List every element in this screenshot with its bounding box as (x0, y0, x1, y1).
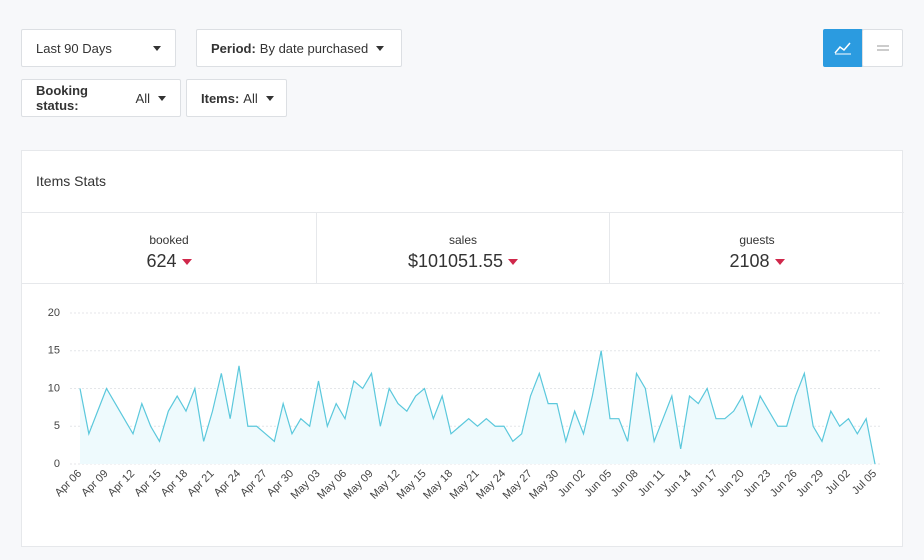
down-arrow (508, 259, 519, 266)
period-dropdown[interactable]: Period: By date purchased (196, 29, 402, 67)
booking-value: All (135, 90, 150, 106)
items-value: All (243, 90, 258, 106)
x-tick-label: Apr 21 (185, 468, 216, 499)
items-dropdown[interactable]: Items: All (186, 79, 287, 117)
x-tick-label: Jul 02 (823, 468, 852, 497)
booking-label: Booking status: (36, 83, 88, 113)
x-tick-label: Jun 26 (768, 468, 800, 500)
x-tick-label: Apr 18 (159, 468, 190, 499)
card-title: Items Stats (36, 173, 107, 189)
x-tick-label: Apr 27 (238, 468, 269, 499)
x-tick-label: Apr 06 (53, 468, 84, 499)
x-tick-label: Jun 14 (662, 468, 694, 500)
area (80, 350, 875, 464)
x-tick-label: Jun 29 (794, 468, 826, 500)
down-arrow (774, 259, 785, 266)
chart-view-toggle[interactable] (823, 29, 863, 67)
x-tick-label: Apr 09 (79, 468, 110, 499)
stat-label: sales (448, 233, 477, 247)
x-tick-label: Jul 05 (850, 468, 879, 497)
x-tick-label: Jun 02 (556, 468, 588, 500)
x-tick-label: May 30 (527, 468, 561, 502)
list-view-toggle[interactable] (862, 29, 903, 67)
caret (376, 45, 385, 51)
range-dropdown[interactable]: Last 90 Days (21, 29, 176, 67)
y-tick-label: 10 (48, 382, 60, 394)
x-tick-label: Jun 11 (636, 468, 667, 499)
range-text: Last 90 Days (36, 40, 112, 56)
x-tick-label: Jun 17 (688, 468, 720, 500)
list-icon (876, 45, 889, 51)
chart-icon (834, 42, 851, 55)
y-tick-label: 0 (54, 458, 60, 470)
stat: booked 624 (22, 212, 316, 284)
down-arrow (181, 259, 192, 266)
stat: sales $101051.55 (316, 212, 610, 284)
x-tick-label: Apr 15 (132, 468, 163, 499)
stat-value: 624 (146, 251, 177, 271)
stats-card: Items Stats booked 624 sales $101051.55 gu… (21, 150, 904, 547)
x-tick-label: Jun 08 (609, 468, 641, 500)
booking-dropdown[interactable]: Booking status: All (21, 79, 181, 117)
stat-label: guests (739, 233, 775, 247)
x-tick-label: Jun 23 (741, 468, 773, 500)
caret (265, 95, 274, 101)
y-tick-label: 5 (54, 420, 60, 432)
x-tick-label: Apr 12 (106, 468, 137, 499)
caret (158, 95, 166, 101)
x-tick-label: Apr 24 (212, 468, 243, 499)
x-tick-label: Jun 20 (715, 468, 747, 500)
y-tick-label: 15 (48, 345, 60, 357)
y-tick-label: 20 (48, 307, 60, 319)
stat: guests 2108 (610, 212, 904, 284)
stat-value: 2108 (729, 251, 770, 271)
items-label: Items: (201, 90, 240, 106)
stat-label: booked (149, 233, 189, 247)
caret (153, 45, 161, 51)
line (79, 350, 876, 465)
period-label: Period: (211, 40, 256, 56)
period-value: By date purchased (259, 40, 369, 56)
x-tick-label: Jun 05 (582, 468, 614, 500)
stat-value: $101051.55 (407, 251, 504, 271)
